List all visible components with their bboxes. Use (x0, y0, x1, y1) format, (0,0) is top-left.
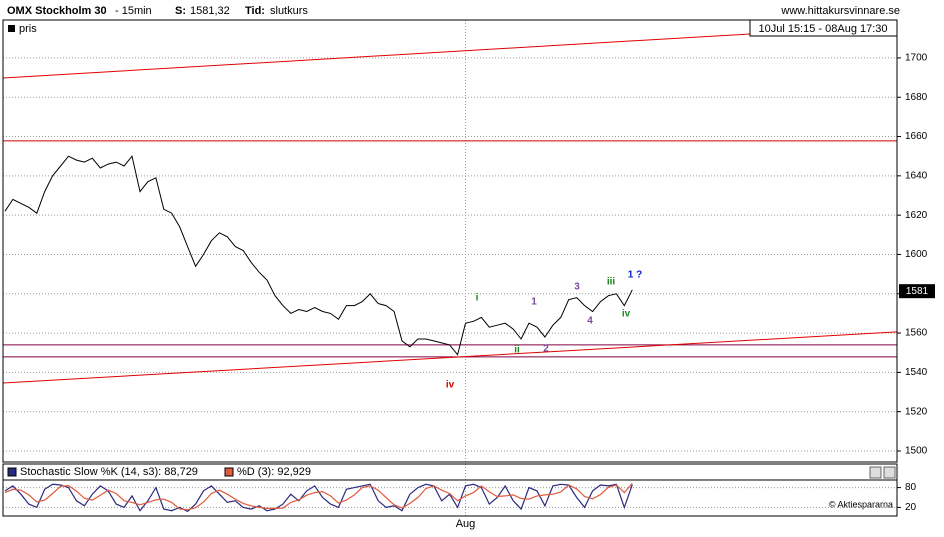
range-box (749, 19, 898, 37)
tool-icon[interactable] (869, 466, 882, 479)
time: slutkurs (270, 5, 308, 17)
wave-label: iv (622, 309, 631, 320)
title: OMX Stockholm 30 (7, 5, 107, 17)
time-label: Tid: (245, 5, 265, 17)
credit: © Aktiespararna (829, 499, 893, 509)
tool-icon[interactable] (883, 466, 896, 479)
current-price-label: 1581 (906, 286, 929, 297)
trend-line (2, 24, 898, 79)
wave-label: ii (514, 345, 520, 356)
stoch-frame (2, 463, 898, 517)
y-tick-label: 1500 (905, 446, 928, 457)
interval: - 15min (115, 5, 152, 17)
wave-label: 3 (574, 282, 580, 293)
y-tick-label: 1700 (905, 53, 928, 64)
y-tick-label: 1640 (905, 170, 928, 181)
y-tick-label: 1620 (905, 210, 928, 221)
main-frame (2, 19, 898, 463)
wave-label: iii (607, 277, 616, 288)
price: 1581,32 (190, 5, 230, 17)
trend-line (2, 331, 898, 384)
wave-label: 1 ? (628, 270, 642, 281)
y-tick-label: 1520 (905, 406, 928, 417)
y-tick-label: 1560 (905, 328, 928, 339)
wave-label: iv (446, 380, 455, 391)
stoch-line (4, 482, 633, 511)
y-tick-label: 1680 (905, 92, 928, 103)
legend-icon (8, 25, 15, 32)
range: 10Jul 15:15 - 08Aug 17:30 (758, 23, 887, 35)
wave-label: i (476, 293, 479, 304)
legend: %D (3): 92,929 (237, 466, 311, 478)
legend: Stochastic Slow %K (14, s3): 88,729 (20, 466, 198, 478)
y-tick-label: 1600 (905, 249, 928, 260)
x-tick-label: Aug (456, 518, 476, 530)
site: www.hittakursvinnare.se (780, 5, 900, 17)
price-line (4, 155, 633, 356)
wave-label: 1 (531, 297, 537, 308)
wave-label: 2 (543, 344, 549, 355)
legend-icon (7, 467, 17, 477)
y-tick-label: 20 (905, 502, 917, 513)
current-price-box (899, 284, 935, 299)
y-tick-label: 80 (905, 482, 917, 493)
legend-icon (224, 467, 234, 477)
wave-label: 4 (587, 316, 593, 327)
y-tick-label: 1660 (905, 131, 928, 142)
legend: pris (19, 23, 37, 35)
price-label: S: (175, 5, 186, 17)
y-tick-label: 1540 (905, 367, 928, 378)
